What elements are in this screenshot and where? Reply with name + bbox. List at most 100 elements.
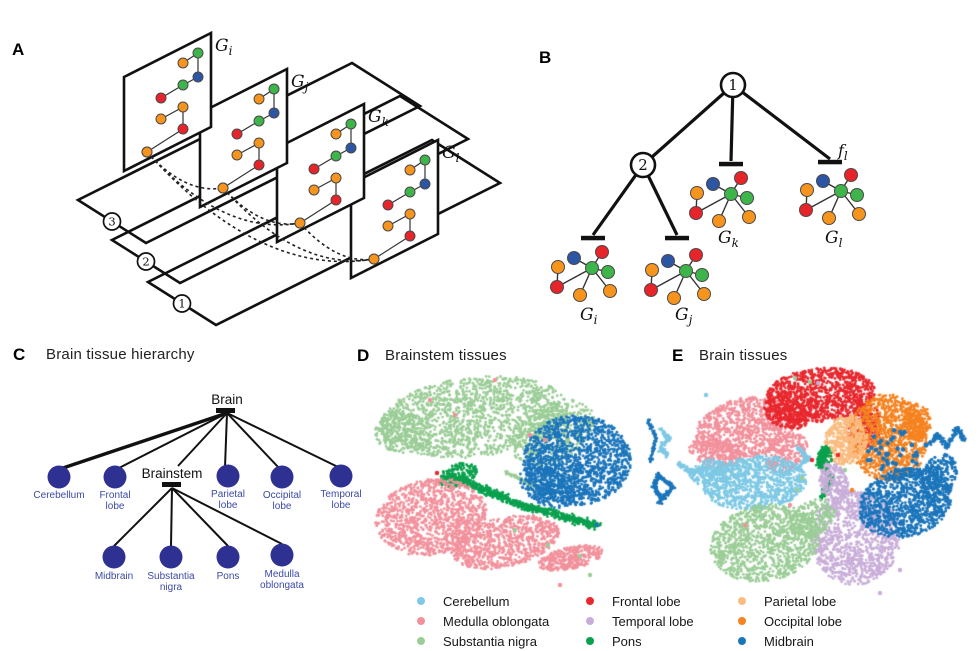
legend-item: Pons	[586, 631, 694, 651]
graph-node	[695, 268, 709, 282]
graph-node	[850, 188, 864, 202]
graph-node	[550, 280, 564, 294]
panel-c-title: Brain tissue hierarchy	[46, 346, 195, 363]
graph-edge	[222, 164, 260, 189]
graph-node	[724, 187, 738, 201]
tissue-node	[329, 464, 353, 488]
graph-node	[177, 79, 189, 91]
legend-label: Substantia nigra	[443, 633, 537, 649]
graph-node	[404, 164, 416, 176]
tree-edge	[641, 83, 735, 167]
graph-node	[603, 284, 617, 298]
graph-node	[567, 251, 581, 265]
graph-edge	[373, 235, 411, 260]
graph-node	[368, 253, 380, 265]
hierarchy-edge	[62, 411, 228, 470]
tack-bar	[818, 159, 842, 165]
tree-edge	[732, 83, 831, 161]
legend-dot	[417, 597, 425, 605]
tissue-node	[216, 545, 240, 569]
panel-d-letter: D	[357, 346, 370, 365]
graph-node	[330, 128, 342, 140]
graph-node	[585, 261, 599, 275]
panel-b-tree-diagram: 1 2 fl Gi Gj Gk Gl	[550, 71, 866, 327]
graph-layer-plane	[349, 137, 440, 281]
graph-node	[661, 254, 675, 268]
graph-edge	[299, 199, 337, 224]
panel-b-letter: B	[539, 48, 552, 67]
graph-label: Gj	[675, 305, 693, 327]
tissue-label: lobe	[106, 501, 125, 512]
graph-node	[697, 287, 711, 301]
tissue-node	[47, 465, 71, 489]
hierarchy-edge	[170, 487, 173, 547]
tissue-label: Cerebellum	[33, 490, 84, 501]
brainstem-node-label: Brainstem	[142, 466, 203, 481]
graph-node	[852, 207, 866, 221]
tissue-node	[159, 545, 183, 569]
hierarchy-edge	[177, 412, 228, 467]
graph-node	[551, 260, 565, 274]
tissue-node	[270, 543, 294, 567]
graph-node	[253, 159, 265, 171]
graph-node	[404, 186, 416, 198]
plane-label: Gl	[442, 143, 460, 165]
legend-item: Temporal lobe	[586, 611, 694, 631]
tissue-label: Substantia	[147, 571, 195, 582]
tissue-label: lobe	[219, 500, 238, 511]
legend-column-2: Frontal lobe Temporal lobe Pons	[586, 591, 694, 651]
panel-c-letter: C	[13, 345, 26, 364]
graph-node	[231, 128, 243, 140]
graph-node	[822, 211, 836, 225]
panel-a-letter: A	[12, 40, 25, 59]
graph-node	[816, 174, 830, 188]
tissue-node	[102, 545, 126, 569]
legend-column-3: Parietal lobe Occipital lobe Midbrain	[738, 591, 842, 651]
graph-node	[382, 220, 394, 232]
legend-label: Temporal lobe	[612, 613, 694, 629]
hierarchy-edge	[224, 412, 228, 468]
tack-bar	[665, 235, 689, 241]
tack-bar	[581, 235, 605, 241]
level-number: 1	[178, 297, 185, 311]
graph-node	[382, 199, 394, 211]
tack-bar	[719, 161, 743, 167]
tissue-node	[103, 465, 127, 489]
legend-item: Parietal lobe	[738, 591, 842, 611]
graph-label: Gi	[580, 305, 598, 327]
tissue-label: oblongata	[260, 580, 304, 591]
graph-node	[253, 137, 265, 149]
level-number: 3	[108, 215, 115, 229]
hierarchy-edge	[226, 412, 339, 468]
legend-item: Midbrain	[738, 631, 842, 651]
internal-node-number: 2	[638, 156, 648, 174]
legend-label: Cerebellum	[443, 593, 510, 609]
graph-edge	[146, 128, 184, 153]
hierarchy-edge	[113, 487, 173, 547]
legend-dot	[417, 637, 425, 645]
graph-node	[573, 288, 587, 302]
graph-node	[712, 214, 726, 228]
graph-node	[419, 154, 431, 166]
graph-node	[155, 92, 167, 104]
root-node-label: Brain	[211, 392, 243, 407]
graph-node	[192, 47, 204, 59]
graph-node	[253, 93, 265, 105]
graph-node	[330, 172, 342, 184]
level-number: 2	[142, 255, 149, 269]
legend-label: Midbrain	[764, 633, 814, 649]
tissue-label: Midbrain	[95, 571, 133, 582]
graph-node	[679, 264, 693, 278]
graph-node	[645, 263, 659, 277]
legend-dot	[586, 637, 594, 645]
graph-node	[595, 245, 609, 259]
plane-label: Gj	[291, 72, 309, 94]
legend-label: Occipital lobe	[764, 613, 843, 629]
legend-item: Occipital lobe	[738, 611, 842, 631]
tissue-label: lobe	[273, 501, 292, 512]
plane-label: Gi	[215, 36, 233, 58]
graph-node	[141, 146, 153, 158]
legend-column-1: Cerebellum Medulla oblongata Substantia …	[417, 591, 549, 651]
panel-a-multilayer-graph-diagram: 1 2 3 Gl Gk Gj Gi	[75, 30, 503, 327]
